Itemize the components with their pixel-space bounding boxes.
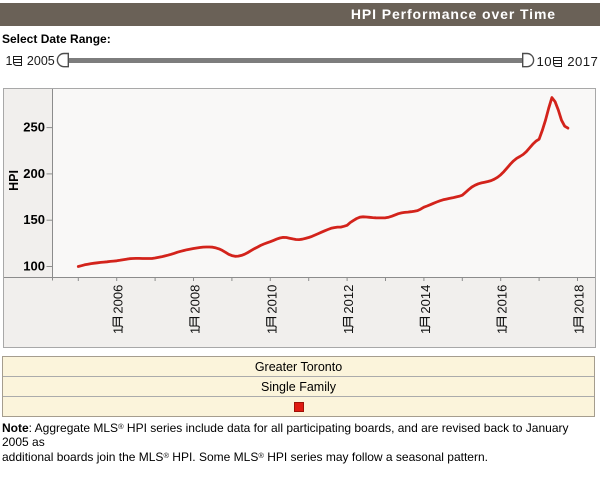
svg-text:2016: 2016 [495,285,510,314]
svg-text:2012: 2012 [341,285,356,314]
svg-text:1: 1 [188,327,203,334]
svg-text:2018: 2018 [572,285,587,314]
svg-text:1: 1 [495,327,510,334]
svg-text:250: 250 [23,120,45,135]
svg-text:1: 1 [264,327,279,334]
svg-text:2006: 2006 [111,285,126,314]
svg-text:150: 150 [23,212,45,227]
svg-text:1: 1 [418,327,433,334]
svg-text:200: 200 [23,166,45,181]
svg-text:2008: 2008 [188,285,203,314]
svg-text:HPI: HPI [7,170,21,191]
svg-text:2014: 2014 [418,285,433,314]
svg-text:1: 1 [111,327,126,334]
svg-text:100: 100 [23,259,45,274]
svg-text:1: 1 [341,327,356,334]
svg-text:1: 1 [572,327,587,334]
svg-text:2010: 2010 [264,285,279,314]
